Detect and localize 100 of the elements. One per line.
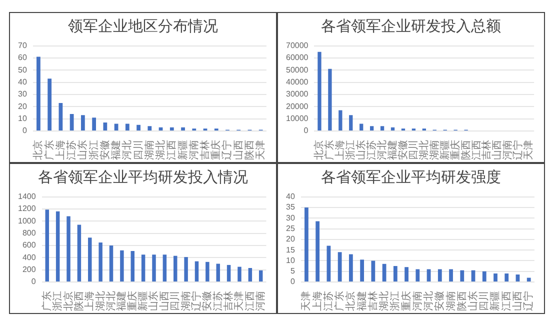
y-tick-label: 400	[22, 252, 36, 262]
bar	[80, 115, 85, 130]
y-tick-label: 60000	[286, 53, 309, 62]
x-tick-label: 福建	[110, 140, 122, 160]
x-tick-label: 吉林	[222, 291, 235, 311]
x-tick-label: 上海	[334, 140, 346, 160]
x-tick-label: 湖南	[428, 140, 440, 160]
bar	[360, 260, 364, 282]
x-tick-label: 新疆	[176, 140, 189, 160]
bar	[66, 216, 70, 282]
x-tick-label: 山东	[467, 291, 480, 311]
x-tick-label: 浙江	[389, 291, 402, 311]
x-tick-label: 北京	[62, 291, 74, 311]
x-tick-label: 辽宁	[190, 291, 202, 311]
x-tick-label: 湖北	[418, 140, 430, 160]
x-tick-label: 江苏	[212, 291, 224, 311]
bar	[152, 254, 156, 282]
bar	[92, 118, 96, 130]
x-tick-label: 福建	[356, 291, 368, 311]
y-tick-label: 200	[22, 265, 36, 274]
x-tick-label: 新疆	[438, 140, 451, 160]
bar	[393, 266, 398, 282]
x-tick-label: 辽宁	[512, 140, 524, 160]
y-tick-label: 10	[18, 114, 28, 124]
y-tick-label: 70000	[286, 41, 309, 50]
y-tick-label: 40	[286, 192, 296, 202]
y-tick-label: 25	[286, 224, 296, 233]
x-tick-label: 重庆	[400, 291, 412, 311]
y-tick-label: 15	[286, 245, 296, 254]
y-tick-label: 5	[290, 266, 296, 276]
x-tick-label: 浙江	[52, 291, 64, 311]
y-tick-label: 600	[22, 240, 36, 250]
y-tick-label: 10000	[286, 114, 309, 124]
bar	[130, 250, 134, 282]
x-tick-label: 山东	[76, 140, 89, 160]
bar	[120, 250, 124, 282]
bar	[370, 126, 374, 130]
x-tick-label: 吉林	[366, 291, 379, 311]
x-tick-label: 陕西	[460, 140, 472, 160]
bar	[526, 278, 531, 282]
chart-title: 各省领军企业平均研发强度	[320, 168, 502, 187]
x-tick-label: 上海	[311, 291, 324, 311]
x-tick-label: 四川	[132, 140, 144, 160]
x-tick-label: 重庆	[126, 291, 138, 311]
bar	[45, 210, 50, 282]
x-tick-label: 天津	[233, 291, 246, 311]
bar	[349, 115, 353, 130]
x-tick-label: 广东	[43, 140, 56, 160]
bar	[136, 124, 140, 130]
y-tick-label: 0	[290, 277, 296, 286]
bar	[438, 269, 442, 282]
x-tick-label: 山西	[232, 140, 244, 160]
x-tick-label: 山西	[158, 291, 170, 311]
bar	[170, 127, 174, 130]
x-tick-label: 江西	[500, 291, 512, 311]
x-tick-label: 安徽	[201, 291, 214, 311]
y-tick-label: 40	[18, 78, 28, 87]
bar	[348, 254, 353, 282]
y-tick-label: 30	[286, 213, 296, 222]
x-tick-label: 新疆	[489, 291, 502, 311]
x-tick-label: 四川	[169, 291, 182, 311]
y-tick-label: 20000	[286, 102, 309, 111]
bar	[416, 269, 420, 282]
bar	[48, 78, 52, 130]
bar	[56, 211, 60, 282]
chart-title: 各省领军企业研发投入总额	[320, 17, 502, 36]
x-tick-label: 辽宁	[221, 140, 234, 160]
x-tick-label: 湖北	[94, 291, 106, 311]
y-tick-label: 35	[286, 202, 296, 212]
bar	[36, 56, 40, 130]
bar	[371, 260, 376, 282]
x-tick-label: 上海	[54, 140, 66, 160]
y-tick-label: 70	[18, 41, 28, 50]
bar	[206, 262, 210, 282]
bar	[114, 124, 118, 130]
bar	[318, 52, 322, 130]
x-tick-label: 江西	[166, 140, 178, 160]
bar	[184, 257, 188, 282]
bar	[194, 261, 199, 282]
bar	[504, 273, 509, 282]
x-tick-label: 江西	[244, 291, 256, 311]
x-tick-label: 安徽	[434, 291, 446, 311]
x-tick-label: 河北	[121, 140, 134, 160]
x-tick-label: 山东	[148, 291, 160, 311]
x-tick-label: 湖南	[180, 291, 192, 311]
x-tick-label: 四川	[407, 140, 420, 160]
bar	[516, 274, 520, 282]
y-tick-label: 20	[18, 102, 28, 111]
bar	[380, 126, 384, 130]
bar	[338, 252, 342, 282]
bar	[390, 127, 395, 130]
bar	[404, 267, 408, 282]
chart-title: 领军企业地区分布情况	[67, 17, 219, 36]
x-tick-label: 广东	[334, 291, 346, 311]
x-tick-label: 山东	[355, 140, 368, 160]
bar	[109, 245, 114, 282]
x-tick-label: 上海	[84, 291, 96, 311]
x-tick-label: 辽宁	[522, 291, 535, 311]
x-tick-label: 陕西	[243, 140, 256, 160]
bar	[460, 270, 464, 282]
